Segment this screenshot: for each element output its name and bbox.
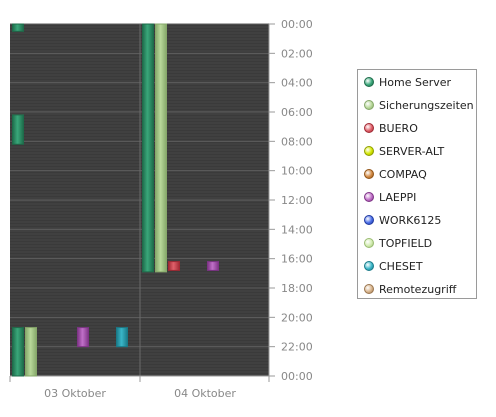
- legend-item: TOPFIELD: [364, 235, 432, 251]
- legend-item: WORK6125: [364, 212, 441, 228]
- bar-buero: [168, 261, 180, 271]
- y-tick-label: 10:00: [281, 165, 313, 178]
- legend-label: BUERO: [379, 121, 418, 135]
- legend-marker-icon: [364, 192, 374, 202]
- y-tick-label: 12:00: [281, 194, 313, 207]
- legend-item: SERVER-ALT: [364, 143, 444, 159]
- bar-home-server: [12, 114, 24, 145]
- legend-label: CHESET: [379, 259, 423, 273]
- legend-item: LAEPPI: [364, 189, 416, 205]
- x-tick-label: 03 Oktober: [44, 387, 106, 400]
- legend-item: CHESET: [364, 258, 423, 274]
- legend-item: COMPAQ: [364, 166, 427, 182]
- legend-label: TOPFIELD: [379, 236, 433, 250]
- y-tick-label: 08:00: [281, 135, 313, 148]
- legend-item: BUERO: [364, 120, 418, 136]
- legend-marker-icon: [364, 100, 374, 110]
- legend-label: Sicherungszeiten: [379, 98, 474, 112]
- legend-marker-icon: [364, 77, 374, 87]
- y-tick-label: 16:00: [281, 253, 313, 266]
- y-tick-label: 06:00: [281, 106, 313, 119]
- legend-label: Remotezugriff: [379, 282, 457, 296]
- bar-home-server: [12, 327, 24, 377]
- legend-label: COMPAQ: [379, 167, 427, 181]
- bar-home-server: [12, 23, 24, 32]
- y-tick-label: 04:00: [281, 77, 313, 90]
- legend-label: WORK6125: [379, 213, 442, 227]
- legend-marker-icon: [364, 284, 374, 294]
- legend: Home Server Sicherungszeiten BUERO SERVER-A…: [357, 69, 477, 299]
- bar-laeppi: [77, 327, 89, 348]
- legend-item: Sicherungszeiten: [364, 97, 474, 113]
- y-tick-label: 18:00: [281, 282, 313, 295]
- bar-laeppi: [207, 261, 219, 271]
- legend-label: SERVER-ALT: [379, 144, 445, 158]
- bar-sicherungszeiten: [155, 23, 167, 273]
- y-tick-label: 20:00: [281, 311, 313, 324]
- bar-cheset: [116, 327, 128, 348]
- y-tick-label: 00:00: [281, 370, 313, 383]
- legend-marker-icon: [364, 238, 374, 248]
- legend-item: Remotezugriff: [364, 281, 456, 297]
- bar-home-server: [142, 23, 154, 273]
- legend-marker-icon: [364, 146, 374, 156]
- legend-label: Home Server: [379, 75, 452, 89]
- legend-item: Home Server: [364, 74, 451, 90]
- y-tick-label: 22:00: [281, 341, 313, 354]
- legend-label: LAEPPI: [379, 190, 417, 204]
- legend-marker-icon: [364, 261, 374, 271]
- legend-marker-icon: [364, 123, 374, 133]
- y-tick-label: 14:00: [281, 223, 313, 236]
- x-tick-label: 04 Oktober: [174, 387, 236, 400]
- legend-marker-icon: [364, 169, 374, 179]
- y-tick-label: 00:00: [281, 18, 313, 31]
- bar-sicherungszeiten: [25, 327, 37, 377]
- y-tick-label: 02:00: [281, 47, 313, 60]
- legend-marker-icon: [364, 215, 374, 225]
